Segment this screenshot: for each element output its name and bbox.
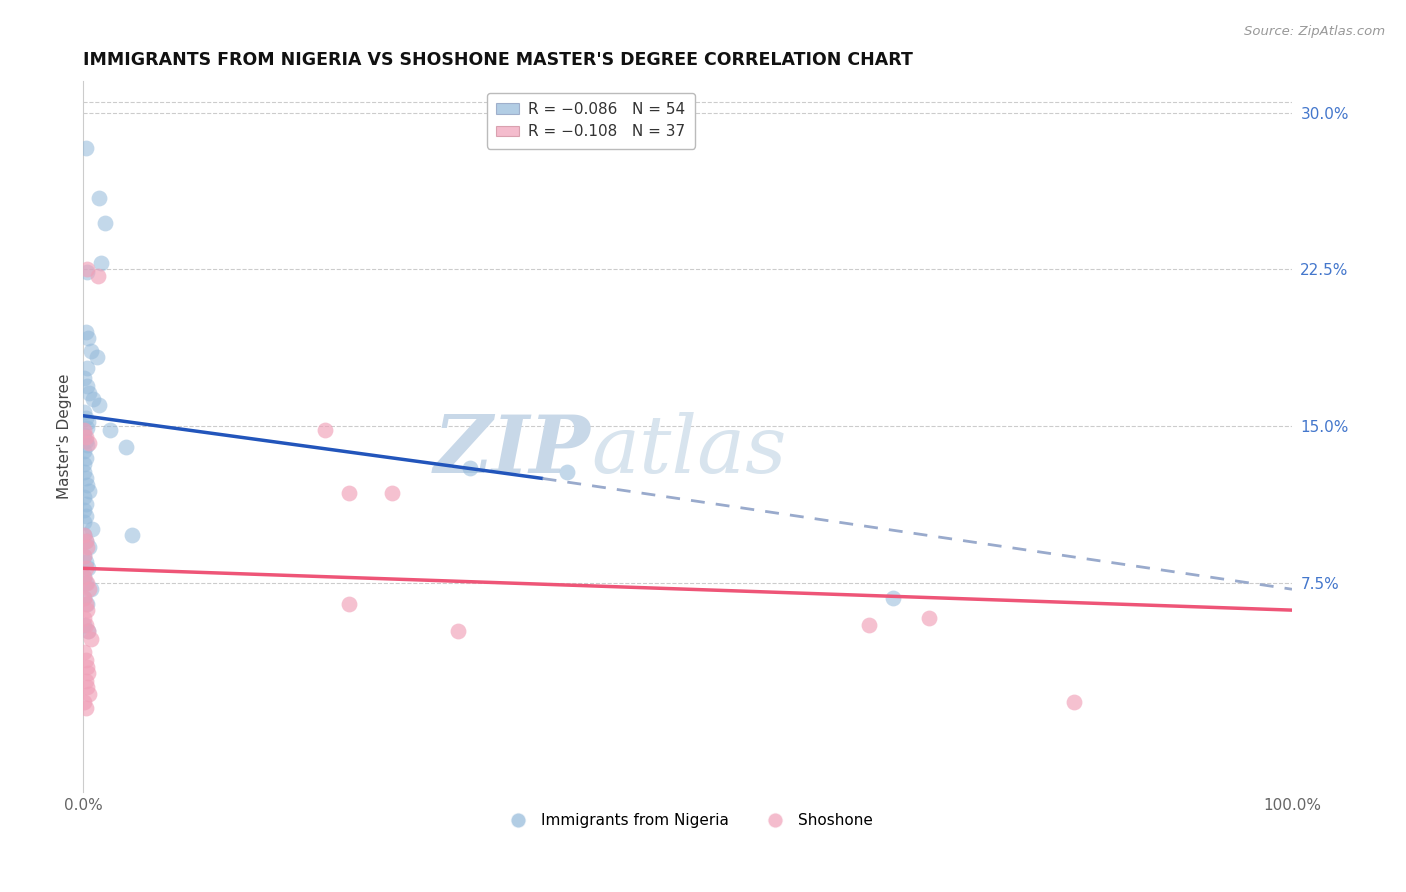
Point [87, 191, 110, 205]
Point [76, 379, 98, 393]
Point [75, 653, 97, 667]
Point [79, 582, 101, 597]
Point [79, 343, 101, 358]
Point [73, 427, 96, 442]
Point [75, 410, 97, 425]
Point [79, 632, 101, 647]
Point [79, 541, 101, 555]
Point [76, 264, 98, 278]
Point [73, 516, 96, 530]
Point [79, 436, 101, 450]
Point [87, 398, 110, 412]
Point [1063, 695, 1085, 709]
Point [75, 534, 97, 549]
Point [76, 421, 98, 435]
Point [75, 561, 97, 575]
Point [77, 665, 100, 680]
Point [76, 681, 98, 695]
Point [73, 490, 96, 504]
Point [380, 486, 402, 500]
Point [73, 503, 96, 517]
Point [75, 597, 97, 611]
Point [73, 591, 96, 605]
Y-axis label: Master's Degree: Master's Degree [58, 374, 72, 500]
Point [337, 597, 360, 611]
Point [75, 434, 97, 448]
Point [114, 440, 136, 454]
Legend: Immigrants from Nigeria, Shoshone: Immigrants from Nigeria, Shoshone [496, 807, 879, 834]
Point [73, 528, 96, 542]
Point [75, 141, 97, 155]
Point [73, 617, 96, 632]
Point [76, 541, 98, 555]
Point [90, 256, 112, 270]
Point [75, 325, 97, 339]
Point [76, 603, 98, 617]
Point [73, 528, 96, 542]
Point [73, 457, 96, 471]
Point [314, 423, 336, 437]
Point [73, 404, 96, 418]
Point [82, 392, 104, 406]
Point [121, 528, 143, 542]
Point [73, 591, 96, 605]
Point [80, 522, 103, 536]
Point [77, 331, 100, 345]
Point [918, 611, 941, 625]
Point [73, 611, 96, 625]
Point [73, 645, 96, 659]
Point [75, 576, 97, 591]
Point [79, 385, 101, 400]
Point [73, 549, 96, 563]
Text: IMMIGRANTS FROM NIGERIA VS SHOSHONE MASTER'S DEGREE CORRELATION CHART: IMMIGRANTS FROM NIGERIA VS SHOSHONE MAST… [83, 51, 912, 69]
Point [75, 471, 97, 485]
Point [94, 217, 117, 231]
Point [337, 486, 360, 500]
Point [75, 617, 97, 632]
Point [79, 582, 101, 597]
Point [73, 570, 96, 584]
Point [77, 415, 100, 429]
Point [75, 509, 97, 524]
Point [76, 659, 98, 673]
Point [75, 497, 97, 511]
Point [73, 371, 96, 385]
Point [73, 570, 96, 584]
Point [75, 674, 97, 689]
Point [77, 624, 100, 638]
Point [882, 591, 904, 605]
Point [858, 617, 880, 632]
Point [73, 465, 96, 479]
Point [79, 687, 101, 701]
Point [75, 430, 97, 444]
Point [86, 350, 108, 364]
Point [75, 534, 97, 549]
Text: Source: ZipAtlas.com: Source: ZipAtlas.com [1244, 25, 1385, 38]
Point [76, 576, 98, 591]
Point [77, 561, 100, 575]
Point [76, 262, 98, 277]
Point [73, 695, 96, 709]
Point [76, 477, 98, 491]
Point [76, 597, 98, 611]
Point [75, 450, 97, 465]
Point [73, 549, 96, 563]
Point [76, 438, 98, 452]
Point [458, 461, 481, 475]
Point [79, 483, 101, 498]
Text: atlas: atlas [591, 412, 786, 490]
Point [73, 423, 96, 437]
Point [555, 465, 578, 479]
Text: ZIP: ZIP [434, 412, 591, 490]
Point [76, 360, 98, 375]
Point [73, 444, 96, 458]
Point [77, 624, 100, 638]
Point [87, 268, 110, 283]
Point [98, 423, 121, 437]
Point [75, 701, 97, 715]
Point [75, 555, 97, 569]
Point [447, 624, 470, 638]
